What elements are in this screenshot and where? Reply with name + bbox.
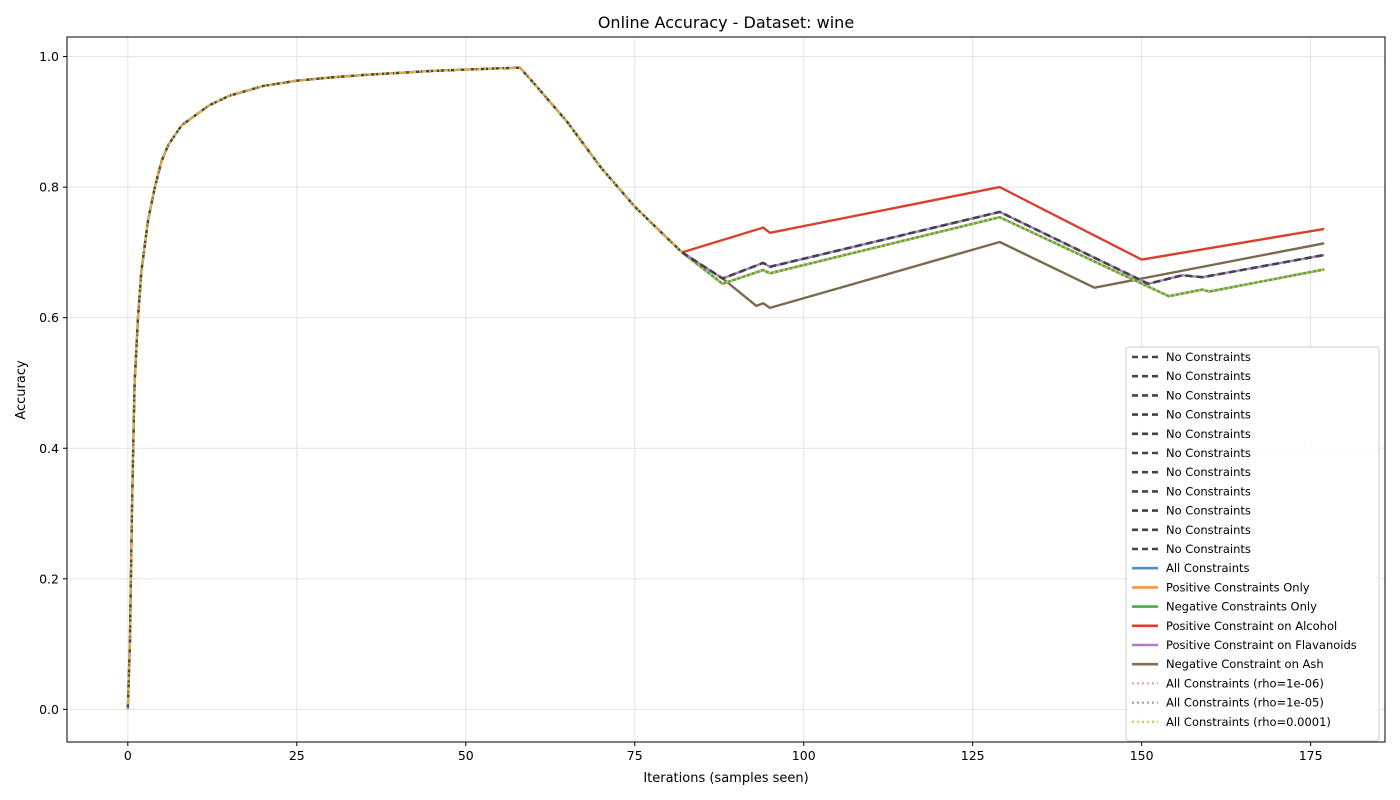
x-tick-label: 50 [458, 748, 474, 763]
legend-label: Positive Constraint on Alcohol [1166, 619, 1337, 633]
legend-label: No Constraints [1166, 446, 1251, 460]
x-tick-label: 175 [1299, 748, 1323, 763]
legend-label: No Constraints [1166, 523, 1251, 537]
x-tick-label: 125 [961, 748, 985, 763]
legend-label: All Constraints (rho=1e-06) [1166, 676, 1324, 690]
legend-label: No Constraints [1166, 465, 1251, 479]
legend-label: No Constraints [1166, 350, 1251, 364]
x-tick-label: 75 [627, 748, 643, 763]
series-line-negative-constraint-on-ash [681, 240, 1325, 310]
legend-label: Negative Constraints Only [1166, 600, 1317, 614]
legend: No Constraints No Constraints No Constrain… [1125, 346, 1380, 742]
legend-label: No Constraints [1166, 388, 1251, 402]
y-tick-label: 1.0 [39, 49, 59, 64]
legend-label: Positive Constraint on Flavanoids [1166, 638, 1357, 652]
legend-label: No Constraints [1166, 504, 1251, 518]
y-tick-label: 0.8 [39, 180, 59, 195]
y-axis-ticks: 0.0 0.2 0.4 0.6 0.8 1.0 [39, 49, 67, 717]
y-axis-label: Accuracy [14, 360, 29, 420]
legend-label: No Constraints [1166, 542, 1251, 556]
series-line-all-constraints-rho-0-0001 [681, 216, 1325, 298]
shared-curve-rho [126, 66, 683, 710]
series-line-positive-constraints-only [681, 216, 1325, 298]
plot-frame [66, 36, 1386, 743]
legend-label: No Constraints [1166, 369, 1251, 383]
y-tick-label: 0.0 [39, 702, 59, 717]
x-axis-ticks: 0 25 50 75 100 125 150 175 [124, 742, 1323, 763]
series-line-no-constraints [681, 210, 1325, 286]
y-tick-label: 0.2 [39, 571, 59, 586]
legend-label: No Constraints [1166, 427, 1251, 441]
legend-label: No Constraints [1166, 408, 1251, 422]
legend-label: Negative Constraint on Ash [1166, 657, 1324, 671]
y-tick-label: 0.6 [39, 310, 59, 325]
chart-title: Online Accuracy - Dataset: wine [598, 13, 854, 32]
y-tick-label: 0.4 [39, 441, 59, 456]
legend-label: No Constraints [1166, 484, 1251, 498]
series-line-negative-constraints-only [681, 216, 1325, 298]
series-line-positive-constraint-on-flavanoids [681, 210, 1325, 285]
legend-label: All Constraints [1166, 561, 1250, 575]
x-tick-label: 25 [289, 748, 305, 763]
legend-box [1125, 346, 1380, 742]
series-line-all-constraints [681, 216, 1325, 298]
x-axis-label: Iterations (samples seen) [643, 771, 808, 786]
series-line-positive-constraint-on-alcohol [681, 185, 1325, 261]
series-line-all-constraints-rho-1e-06 [681, 216, 1325, 298]
series-line-all-constraints-rho-1e-05 [681, 216, 1325, 298]
legend-label: Positive Constraints Only [1166, 580, 1310, 594]
legend-label: All Constraints (rho=1e-05) [1166, 696, 1324, 710]
x-tick-label: 150 [1130, 748, 1154, 763]
x-tick-label: 100 [792, 748, 816, 763]
x-tick-label: 0 [124, 748, 132, 763]
series-lines [126, 66, 1325, 710]
legend-label: All Constraints (rho=0.0001) [1166, 715, 1331, 729]
